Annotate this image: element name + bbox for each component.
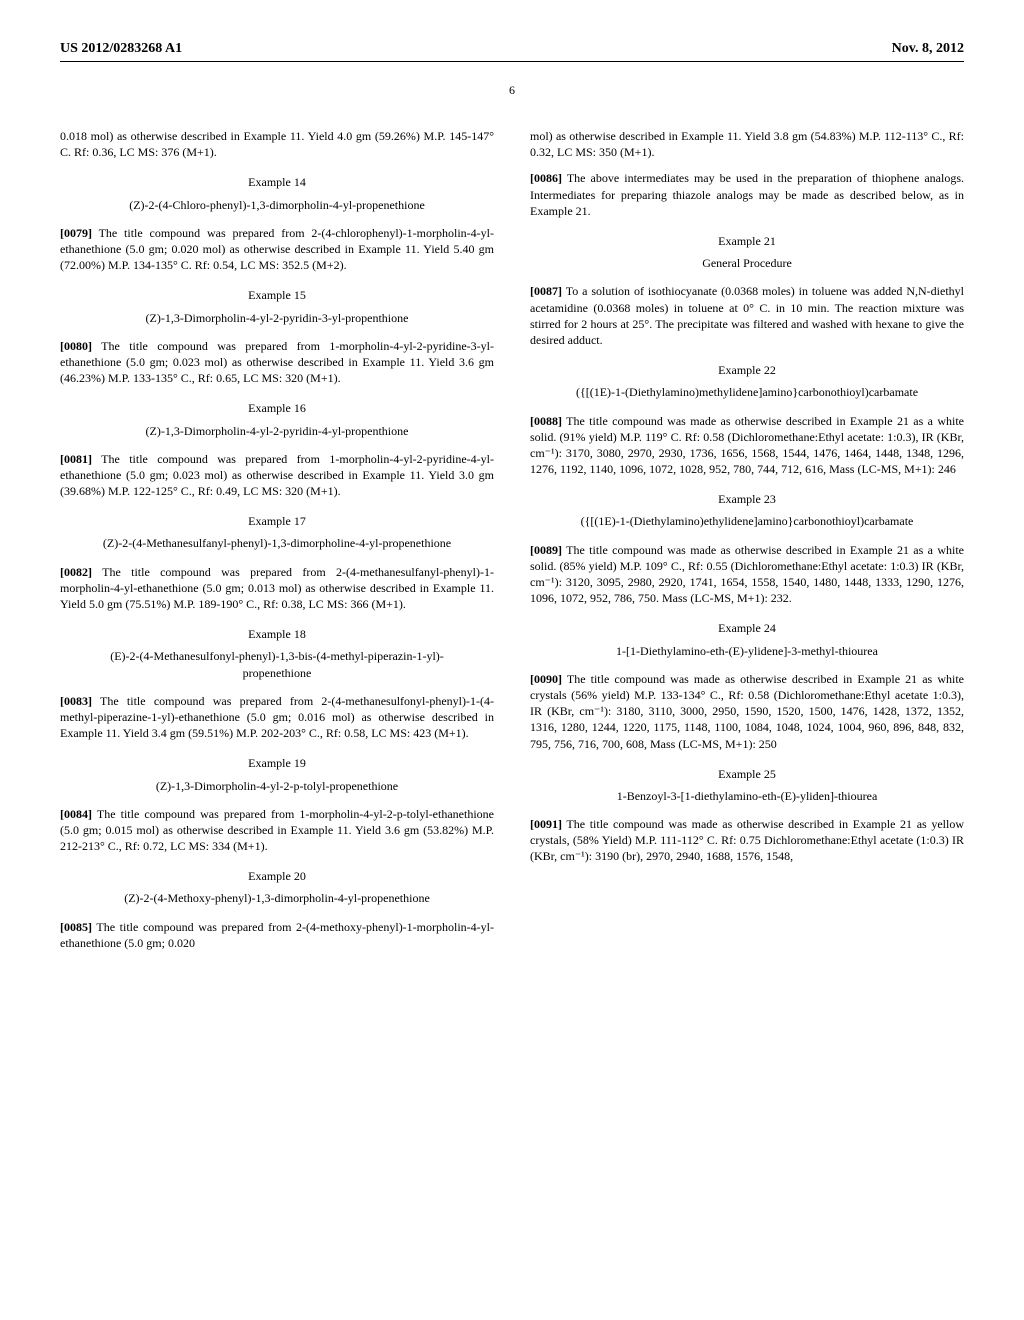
para-number: [0082]	[60, 565, 92, 579]
para-number: [0091]	[530, 817, 562, 831]
continuation-text: mol) as otherwise described in Example 1…	[530, 128, 964, 160]
example-number: Example 15	[60, 287, 494, 303]
para-text: To a solution of isothiocyanate (0.0368 …	[530, 284, 964, 347]
para-number: [0087]	[530, 284, 562, 298]
para-text: The title compound was prepared from 2-(…	[60, 694, 494, 740]
paragraph: [0083] The title compound was prepared f…	[60, 693, 494, 742]
paragraph: [0085] The title compound was prepared f…	[60, 919, 494, 951]
para-text: The title compound was made as otherwise…	[530, 817, 964, 863]
example-number: Example 18	[60, 626, 494, 642]
para-number: [0086]	[530, 171, 562, 185]
paragraph: [0084] The title compound was prepared f…	[60, 806, 494, 855]
para-text: The title compound was made as otherwise…	[530, 543, 964, 606]
continuation-text: 0.018 mol) as otherwise described in Exa…	[60, 128, 494, 160]
page-header: US 2012/0283268 A1 Nov. 8, 2012	[60, 40, 964, 62]
para-text: The title compound was prepared from 2-(…	[60, 226, 494, 272]
example-title: (Z)-2-(4-Methoxy-phenyl)-1,3-dimorpholin…	[60, 890, 494, 906]
para-text: The above intermediates may be used in t…	[530, 171, 964, 217]
example-number: Example 24	[530, 620, 964, 636]
example-title: 1-Benzoyl-3-[1-diethylamino-eth-(E)-ylid…	[530, 788, 964, 804]
example-title: 1-[1-Diethylamino-eth-(E)-ylidene]-3-met…	[530, 643, 964, 659]
para-text: The title compound was made as otherwise…	[530, 672, 964, 751]
publication-number: US 2012/0283268 A1	[60, 40, 182, 59]
paragraph: [0081] The title compound was prepared f…	[60, 451, 494, 500]
paragraph: [0088] The title compound was made as ot…	[530, 413, 964, 478]
para-text: The title compound was prepared from 1-m…	[60, 339, 494, 385]
paragraph: [0091] The title compound was made as ot…	[530, 816, 964, 865]
para-number: [0088]	[530, 414, 562, 428]
example-number: Example 19	[60, 755, 494, 771]
para-number: [0089]	[530, 543, 562, 557]
example-title: (Z)-2-(4-Methanesulfanyl-phenyl)-1,3-dim…	[60, 535, 494, 551]
paragraph: [0080] The title compound was prepared f…	[60, 338, 494, 387]
para-text: The title compound was prepared from 2-(…	[60, 920, 494, 950]
example-title: ({[(1E)-1-(Diethylamino)methylidene]amin…	[530, 384, 964, 400]
paragraph: [0082] The title compound was prepared f…	[60, 564, 494, 613]
example-number: Example 16	[60, 400, 494, 416]
para-text: The title compound was prepared from 2-(…	[60, 565, 494, 611]
example-number: Example 17	[60, 513, 494, 529]
para-text: The title compound was made as otherwise…	[530, 414, 964, 477]
para-number: [0090]	[530, 672, 562, 686]
right-column: mol) as otherwise described in Example 1…	[530, 128, 964, 961]
left-column: 0.018 mol) as otherwise described in Exa…	[60, 128, 494, 961]
example-number: Example 20	[60, 868, 494, 884]
para-text: The title compound was prepared from 1-m…	[60, 452, 494, 498]
paragraph: [0090] The title compound was made as ot…	[530, 671, 964, 752]
example-number: Example 25	[530, 766, 964, 782]
two-column-body: 0.018 mol) as otherwise described in Exa…	[60, 128, 964, 961]
publication-date: Nov. 8, 2012	[892, 40, 964, 59]
para-text: The title compound was prepared from 1-m…	[60, 807, 494, 853]
example-title: (Z)-2-(4-Chloro-phenyl)-1,3-dimorpholin-…	[60, 197, 494, 213]
example-title: ({[(1E)-1-(Diethylamino)ethylidene]amino…	[530, 513, 964, 529]
page-number: 6	[60, 82, 964, 98]
para-number: [0084]	[60, 807, 92, 821]
example-title: (E)-2-(4-Methanesulfonyl-phenyl)-1,3-bis…	[60, 648, 494, 680]
example-number: Example 22	[530, 362, 964, 378]
para-number: [0083]	[60, 694, 92, 708]
paragraph: [0089] The title compound was made as ot…	[530, 542, 964, 607]
para-number: [0079]	[60, 226, 92, 240]
example-title: General Procedure	[530, 255, 964, 271]
paragraph: [0087] To a solution of isothiocyanate (…	[530, 283, 964, 348]
para-number: [0085]	[60, 920, 92, 934]
example-title: (Z)-1,3-Dimorpholin-4-yl-2-pyridin-4-yl-…	[60, 423, 494, 439]
para-number: [0081]	[60, 452, 92, 466]
example-number: Example 21	[530, 233, 964, 249]
para-number: [0080]	[60, 339, 92, 353]
paragraph: [0086] The above intermediates may be us…	[530, 170, 964, 219]
example-title: (Z)-1,3-Dimorpholin-4-yl-2-p-tolyl-prope…	[60, 778, 494, 794]
example-title: (Z)-1,3-Dimorpholin-4-yl-2-pyridin-3-yl-…	[60, 310, 494, 326]
paragraph: [0079] The title compound was prepared f…	[60, 225, 494, 274]
example-number: Example 14	[60, 174, 494, 190]
example-number: Example 23	[530, 491, 964, 507]
